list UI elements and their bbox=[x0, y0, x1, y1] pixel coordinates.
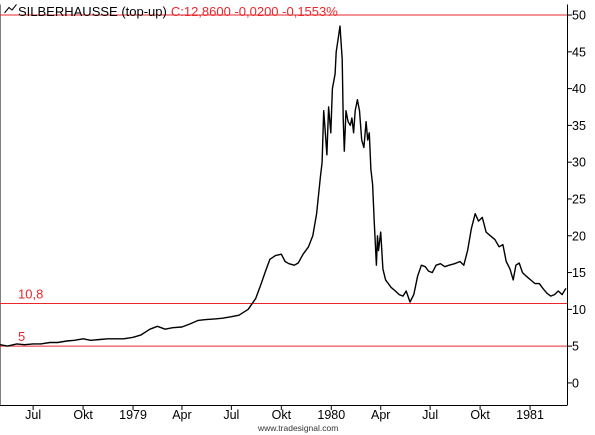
x-tick-label-7: Apr bbox=[371, 408, 390, 422]
x-tick-label-4: Jul bbox=[223, 408, 239, 422]
y-tick-label-1: 45 bbox=[572, 45, 586, 59]
y-tick-label-0: 50 bbox=[572, 9, 586, 23]
hline-label-1: 10,8 bbox=[18, 286, 43, 301]
x-tick-label-8: Jul bbox=[422, 408, 438, 422]
chart-frame bbox=[0, 4, 568, 406]
y-tick-label-5: 25 bbox=[572, 192, 586, 206]
y-tick-label-4: 30 bbox=[572, 156, 586, 170]
x-tick-label-9: Okt bbox=[470, 408, 490, 422]
quote-readout: C:12,8600 -0,0200 -0,1553% bbox=[171, 4, 338, 19]
line-chart-icon bbox=[4, 4, 17, 14]
y-tick-label-9: 5 bbox=[572, 340, 579, 354]
x-tick-label-3: Apr bbox=[172, 408, 191, 422]
x-tick-label-2: 1979 bbox=[119, 408, 147, 422]
y-tick-label-8: 10 bbox=[572, 303, 586, 317]
watermark: www.tradesignal.com bbox=[257, 423, 338, 433]
chart-header: SILBERHAUSSE (top-up) C:12,8600 -0,0200 -… bbox=[4, 4, 338, 19]
hline-label-2: 5 bbox=[18, 329, 25, 344]
price-series-line-0 bbox=[0, 25, 567, 347]
x-axis-ticks: Jul Okt 1979 Apr Jul Okt 1980 Apr Jul Okt 1981 bbox=[25, 405, 544, 422]
x-tick-label-5: Okt bbox=[272, 408, 292, 422]
chart-title: SILBERHAUSSE (top-up) bbox=[18, 4, 167, 19]
y-tick-label-6: 20 bbox=[572, 229, 586, 243]
x-tick-label-1: Okt bbox=[73, 408, 93, 422]
x-tick-label-6: 1980 bbox=[317, 408, 345, 422]
series-layer bbox=[0, 25, 567, 347]
y-tick-label-3: 35 bbox=[572, 119, 586, 133]
y-tick-label-10: 0 bbox=[572, 376, 579, 390]
y-tick-label-2: 40 bbox=[572, 82, 586, 96]
svg-text:SILBERHAUSSE (top-up)C:12,8600: SILBERHAUSSE (top-up) C:12,8600 -0,0200 -… bbox=[18, 4, 338, 19]
y-tick-label-7: 15 bbox=[572, 266, 586, 280]
x-tick-label-10: 1981 bbox=[516, 408, 544, 422]
x-tick-label-0: Jul bbox=[25, 408, 41, 422]
horizontal-lines: 10,85 bbox=[0, 14, 567, 347]
